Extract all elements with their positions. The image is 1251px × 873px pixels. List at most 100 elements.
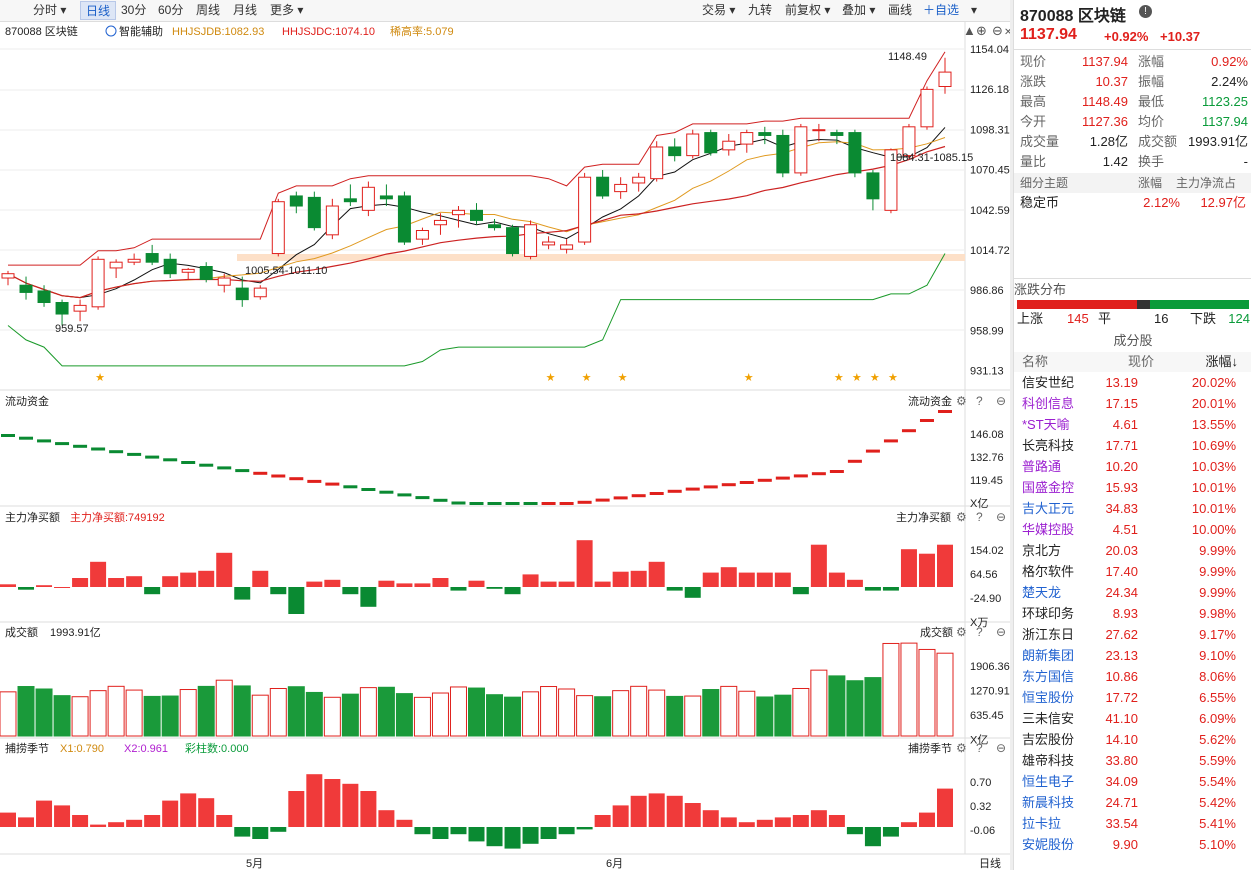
constituent-row[interactable]: 东方国信 10.86 8.06% — [1022, 669, 1236, 684]
help-icon[interactable]: ? — [976, 741, 983, 755]
zoom-in-icon[interactable]: ⊕ — [976, 23, 987, 38]
mainbuy-bar — [414, 583, 431, 587]
season-bar — [648, 793, 665, 827]
constituent-row[interactable]: 普路通 10.20 10.03% — [1022, 459, 1236, 474]
constituent-row[interactable]: 长亮科技 17.71 10.69% — [1022, 438, 1236, 453]
close-icon[interactable]: ⊖ — [996, 625, 1006, 639]
season-bar — [774, 817, 791, 827]
flow-step — [397, 493, 412, 497]
draw-button[interactable]: 画线 — [888, 3, 913, 17]
tab-daily[interactable]: 日线 — [80, 1, 117, 20]
season-bar — [918, 812, 935, 827]
volume-bar — [143, 695, 161, 737]
tab-more[interactable]: 更多 ▾ — [270, 3, 304, 17]
constituent-row[interactable]: 安妮股份 9.90 5.10% — [1022, 837, 1236, 852]
settings-icon[interactable]: ⚙ — [956, 510, 967, 524]
flow-step — [145, 455, 160, 459]
scroll-up-icon[interactable]: ▲ — [963, 23, 976, 38]
help-icon[interactable]: ? — [976, 510, 983, 524]
theme-row[interactable]: 稳定币 2.12% 12.97亿 — [1020, 195, 1246, 210]
star-icon: ★ — [870, 372, 880, 384]
constituent-row[interactable]: 雄帝科技 33.80 5.59% — [1022, 753, 1236, 768]
y-tick: 64.56 — [970, 569, 998, 581]
season-bar — [306, 774, 323, 827]
tab-weekly[interactable]: 周线 — [196, 3, 221, 17]
volume-bar — [774, 694, 792, 737]
constituent-row[interactable]: 朗新集团 23.13 9.10% — [1022, 648, 1236, 663]
close-panel-icon[interactable]: ✕ — [1004, 27, 1012, 38]
constituent-row[interactable]: 三未信安 41.10 6.09% — [1022, 711, 1236, 726]
constituent-row[interactable]: 京北方 20.03 9.99% — [1022, 543, 1236, 558]
close-icon[interactable]: ⊖ — [996, 510, 1006, 524]
overlay-menu[interactable]: 叠加 ▾ — [842, 3, 876, 17]
tab-60min[interactable]: 60分 — [158, 3, 184, 17]
mainbuy-bar — [252, 570, 269, 587]
volume-bar — [233, 685, 251, 737]
constituent-row[interactable]: *ST天喻 4.61 13.55% — [1022, 417, 1236, 432]
tab-30min[interactable]: 30分 — [121, 3, 147, 17]
tab-timeshare[interactable]: 分时 ▾ — [33, 3, 67, 17]
help-icon[interactable]: ? — [976, 625, 983, 639]
constituent-row[interactable]: 国盛金控 15.93 10.01% — [1022, 480, 1236, 495]
adjust-menu[interactable]: 前复权 ▾ — [785, 3, 831, 17]
constituent-row[interactable]: 拉卡拉 33.54 5.41% — [1022, 816, 1236, 831]
help-icon[interactable]: ? — [976, 394, 983, 408]
constituent-row[interactable]: 格尔软件 17.40 9.99% — [1022, 564, 1236, 579]
mainbuy-bar — [198, 570, 215, 587]
assist-toggle[interactable]: 智能辅助 — [105, 24, 163, 38]
flow-step — [649, 492, 664, 495]
zoom-out-icon[interactable]: ⊖ — [992, 23, 1003, 38]
constituent-row[interactable]: 楚天龙 24.34 9.99% — [1022, 585, 1236, 600]
mainbuy-bar — [162, 576, 179, 587]
mainbuy-bar — [396, 583, 413, 587]
dist-title: 涨跌分布 — [1014, 282, 1067, 297]
settings-icon[interactable]: ⚙ — [956, 741, 967, 755]
kline-chart[interactable]: 870088 区块链 智能辅助 HHJSJDB:1082.93 HHJSJDC:… — [0, 22, 1012, 870]
settings-icon[interactable]: ⚙ — [956, 394, 967, 408]
flow-step — [757, 478, 772, 482]
constituent-row[interactable]: 吉宏股份 14.10 5.62% — [1022, 732, 1236, 747]
constituent-row[interactable]: 信安世纪 13.19 20.02% — [1022, 375, 1236, 390]
constituent-row[interactable]: 浙江东日 27.62 9.17% — [1022, 627, 1236, 642]
tab-monthly[interactable]: 月线 — [233, 3, 258, 17]
close-icon[interactable]: ⊖ — [996, 741, 1006, 755]
candle-body — [325, 205, 339, 236]
season-bar — [324, 779, 341, 827]
quote-pct: +0.92% — [1104, 29, 1149, 44]
constituent-row[interactable]: 华媒控股 4.51 10.00% — [1022, 522, 1236, 537]
trade-menu[interactable]: 交易 ▾ — [702, 3, 736, 17]
jiuzhuan-button[interactable]: 九转 — [748, 3, 773, 17]
candle-body — [127, 258, 141, 263]
volume-bar — [486, 694, 504, 737]
volume-bar — [576, 695, 594, 737]
constituent-row[interactable]: 环球印务 8.93 9.98% — [1022, 606, 1236, 621]
constituent-row[interactable]: 恒宝股份 17.72 6.55% — [1022, 690, 1236, 705]
splitter[interactable] — [1010, 0, 1013, 870]
info-icon[interactable]: ! — [1139, 5, 1152, 18]
star-icon: ★ — [852, 372, 862, 384]
season-bar — [937, 788, 953, 827]
constituent-row[interactable]: 吉大正元 34.83 10.01% — [1022, 501, 1236, 516]
settings-icon[interactable]: ⚙ — [956, 625, 967, 639]
season-bar — [666, 795, 683, 827]
flow-step — [829, 470, 844, 473]
season-bar — [18, 817, 35, 827]
candle-body — [776, 134, 790, 174]
flow-step — [361, 488, 376, 491]
close-icon[interactable]: ⊖ — [996, 394, 1006, 408]
candle-body — [722, 140, 736, 151]
constituent-row[interactable]: 科创信息 17.15 20.01% — [1022, 396, 1236, 411]
constituent-row[interactable]: 恒生电子 34.09 5.54% — [1022, 774, 1236, 789]
mainbuy-bar — [216, 552, 233, 587]
flow-step — [127, 452, 142, 456]
constituent-row[interactable]: 新晨科技 24.71 5.42% — [1022, 795, 1236, 810]
season-bar — [522, 827, 539, 844]
season-title: 捕捞季节 — [5, 741, 49, 755]
sort-by-change[interactable]: 涨幅↓ — [1205, 354, 1238, 369]
period-label[interactable]: 日线 — [979, 856, 1001, 870]
add-watchlist-button[interactable]: ＋自选 — [923, 3, 960, 17]
toolbar-dropdown-icon[interactable]: ▾ — [971, 3, 978, 17]
candle-body — [361, 186, 375, 211]
mainbuy-bar — [666, 587, 683, 591]
mainbuy-bar — [288, 587, 305, 614]
